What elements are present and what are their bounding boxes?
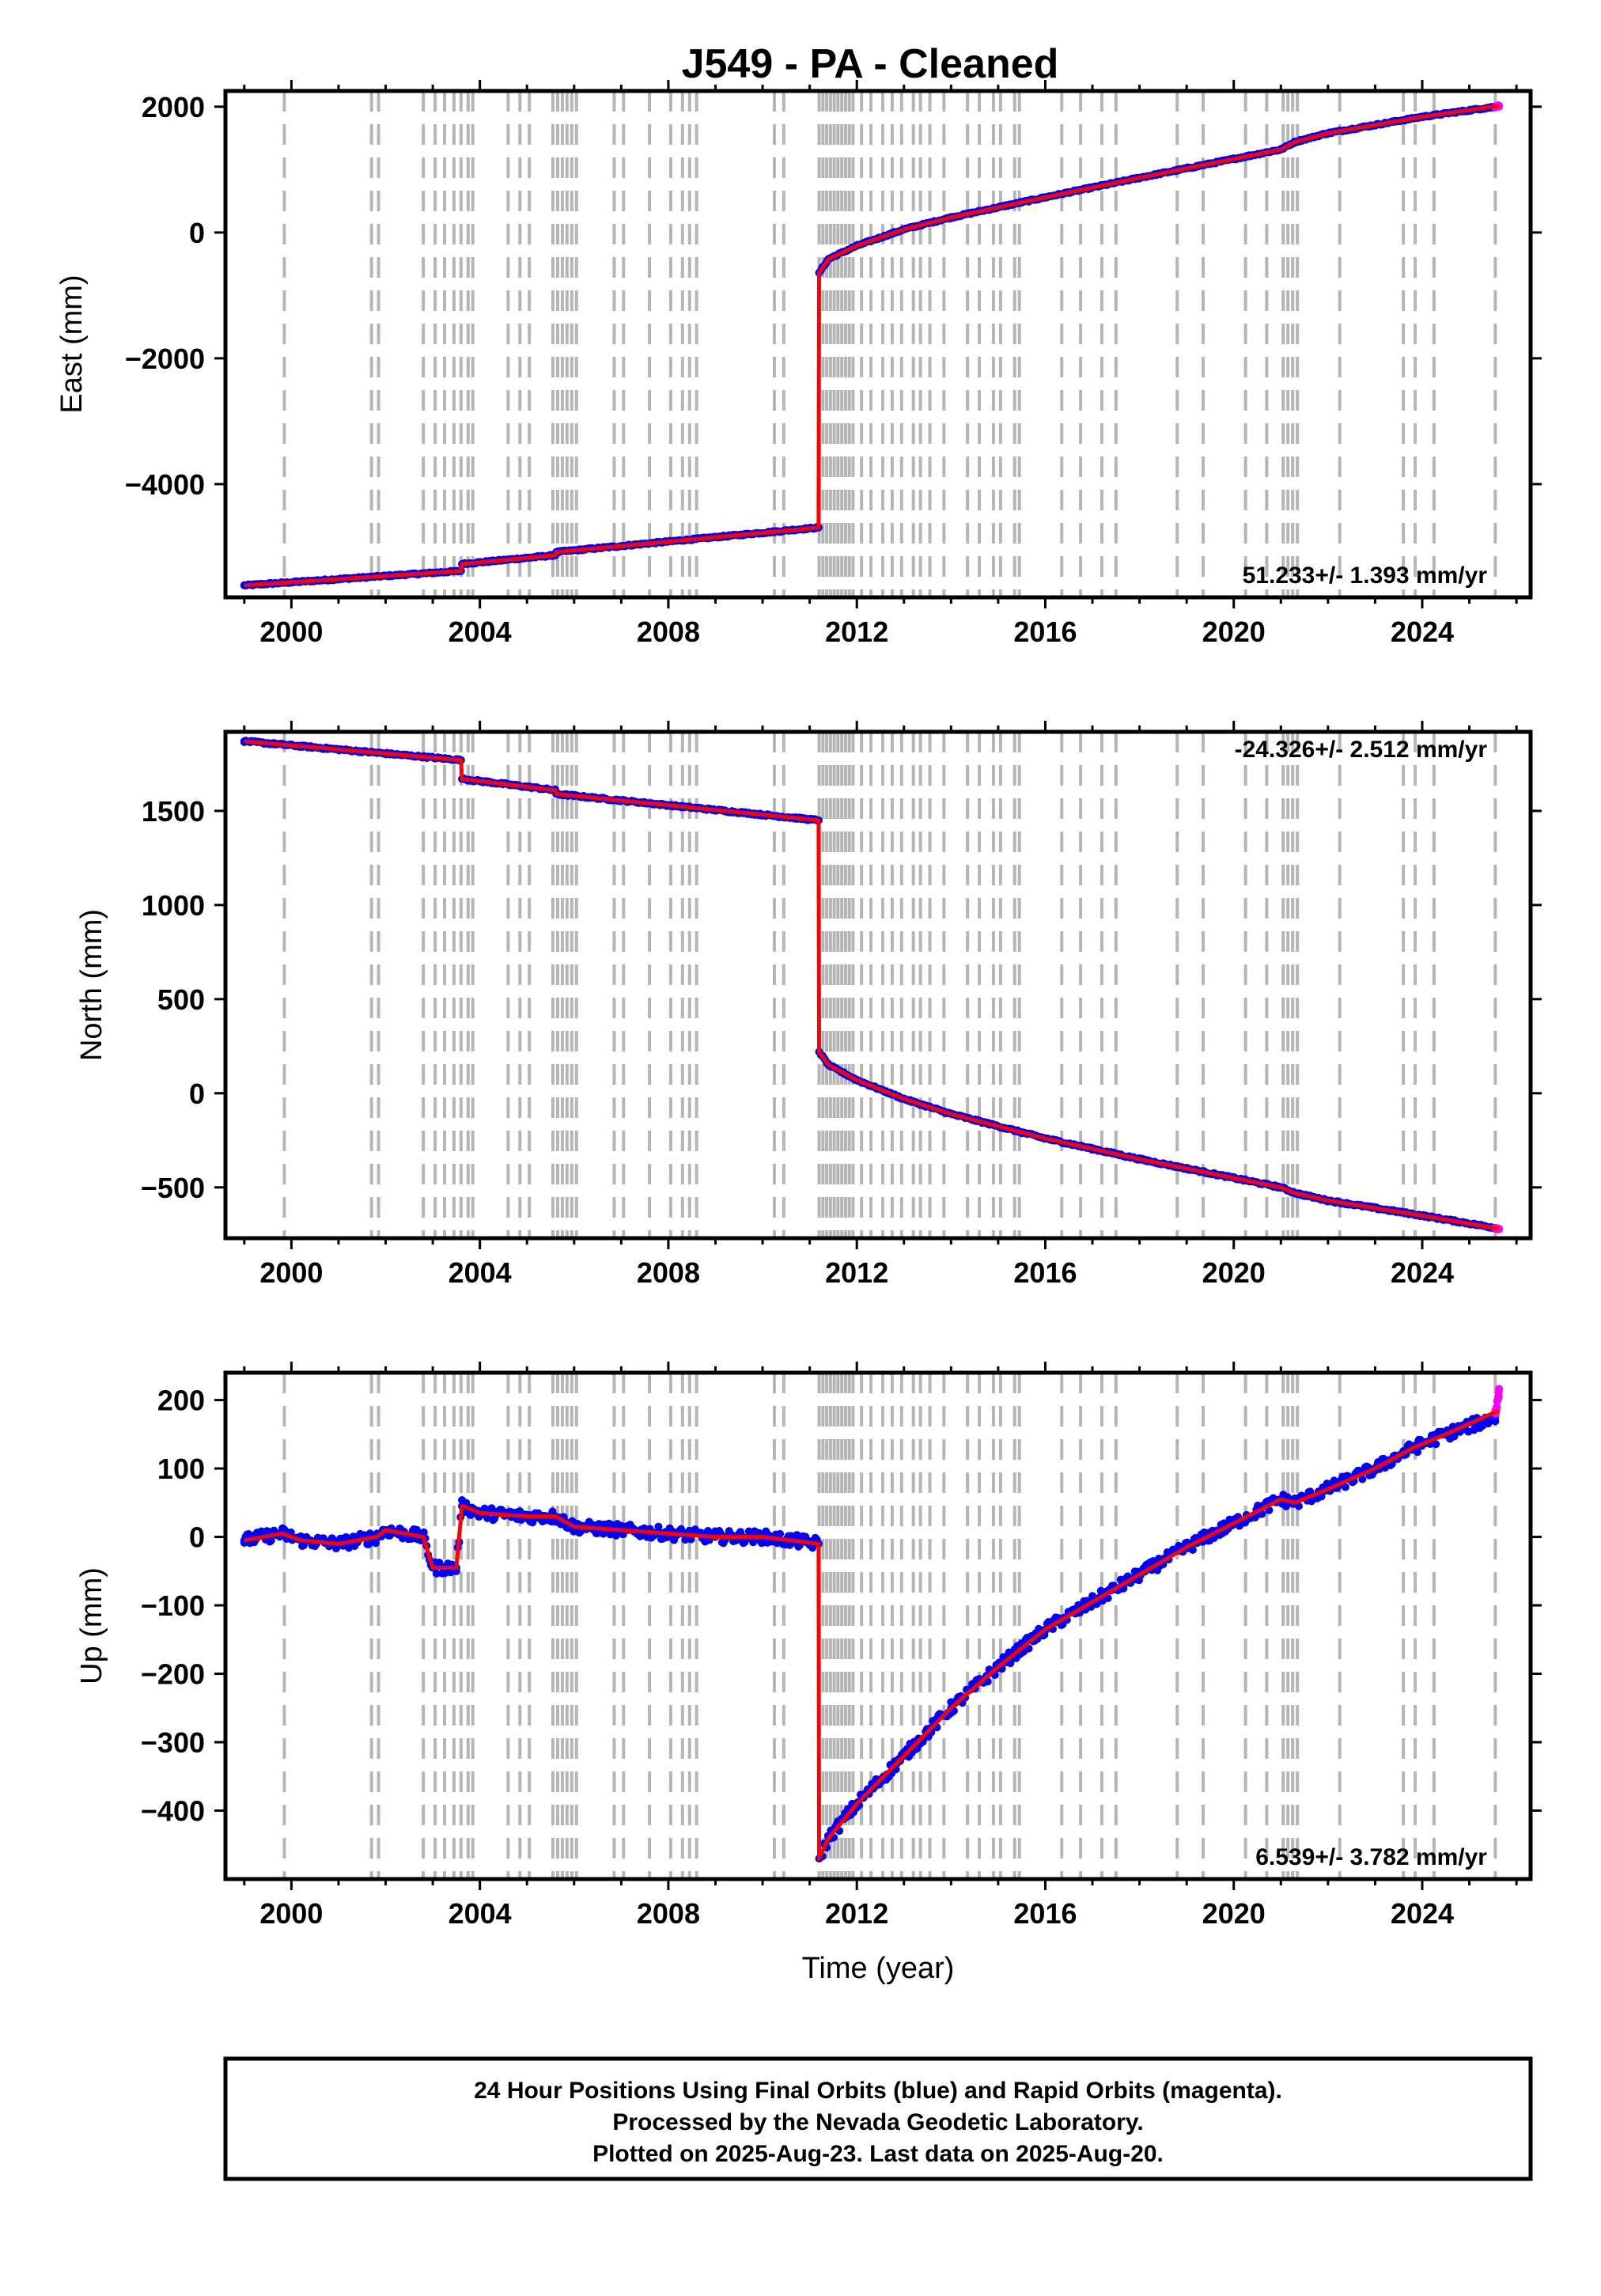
- data-point: [432, 1569, 441, 1578]
- north-panel: 2000 2004 2008 2012 2016 2020 2024 1500 1000 500 0…: [75, 721, 1542, 1289]
- footer-line-3: Plotted on 2025-Aug-23. Last data on 202…: [592, 2141, 1164, 2167]
- data-point: [1358, 1475, 1367, 1483]
- y-tick-label: 0: [189, 217, 205, 249]
- y-tick-label: −500: [141, 1172, 205, 1204]
- y-tick-label: −100: [141, 1589, 205, 1622]
- y-axis-label: Up (mm): [75, 1567, 108, 1684]
- x-tick-label: 2012: [825, 616, 888, 648]
- x-tick-label: 2012: [825, 1256, 888, 1289]
- data-point: [611, 1531, 620, 1540]
- data-point: [1294, 1502, 1303, 1510]
- series-group: [240, 101, 1504, 590]
- data-point: [372, 1539, 380, 1548]
- data-point: [1495, 1385, 1504, 1393]
- series-group: [240, 737, 1504, 1233]
- up-panel: 2000 2004 2008 2012 2016 2020 2024 200 100 0 −100 −…: [75, 1362, 1542, 1985]
- velocity-label: -24.326+/- 2.512 mm/yr: [1235, 737, 1488, 763]
- x-tick-label: 2016: [1013, 1897, 1077, 1930]
- y-tick-label: −400: [141, 1795, 205, 1828]
- x-tick-label: 2008: [637, 616, 700, 648]
- footer-box: 24 Hour Positions Using Final Orbits (bl…: [223, 2056, 1533, 2181]
- data-point: [1188, 1545, 1197, 1554]
- data-point: [1341, 1483, 1349, 1491]
- y-axis-label: East (mm): [55, 275, 89, 413]
- data-point: [419, 1528, 428, 1536]
- x-tick-label: 2000: [259, 1256, 323, 1289]
- y-tick-label: 2000: [142, 91, 205, 123]
- x-tick-label: 2024: [1391, 1897, 1454, 1930]
- footer-line-2: Processed by the Nevada Geodetic Laborat…: [612, 2109, 1143, 2135]
- y-tick-label: 500: [157, 983, 205, 1016]
- x-tick-label: 2016: [1013, 616, 1077, 648]
- data-point: [619, 1530, 627, 1539]
- footer-line-1: 24 Hour Positions Using Final Orbits (bl…: [474, 2078, 1282, 2104]
- y-tick-label: −200: [141, 1658, 205, 1691]
- x-tick-label: 2000: [259, 616, 323, 648]
- y-tick-label: 1500: [142, 795, 205, 828]
- y-tick-label: −2000: [125, 343, 205, 375]
- series-group: [240, 1385, 1504, 1863]
- x-tick-label: 2020: [1202, 1256, 1266, 1289]
- x-tick-label: 2012: [825, 1897, 888, 1930]
- event-lines: [282, 732, 1497, 1238]
- x-tick-label: 2020: [1202, 616, 1266, 648]
- x-tick-label: 2004: [449, 1256, 512, 1289]
- y-tick-label: 0: [189, 1521, 205, 1554]
- x-tick-label: 2008: [637, 1897, 700, 1930]
- y-tick-label: 1000: [142, 889, 205, 922]
- model-line: [244, 739, 1500, 1231]
- plot-frame: [223, 89, 1533, 600]
- event-lines: [282, 91, 1497, 597]
- y-tick-label: 0: [189, 1078, 205, 1110]
- data-point: [487, 1504, 496, 1513]
- x-tick-label: 2024: [1391, 1256, 1454, 1289]
- velocity-label: 6.539+/- 3.782 mm/yr: [1255, 1844, 1487, 1870]
- data-point: [1432, 1440, 1440, 1449]
- y-tick-label: 200: [157, 1385, 205, 1417]
- x-tick-label: 2016: [1013, 1256, 1077, 1289]
- x-tick-label: 2020: [1202, 1897, 1266, 1930]
- x-tick-label: 2004: [449, 616, 512, 648]
- figure-title: J549 - PA - Cleaned: [682, 41, 1059, 87]
- data-point: [1491, 1417, 1500, 1426]
- x-tick-label: 2004: [449, 1897, 512, 1930]
- y-axis-label: North (mm): [75, 909, 108, 1061]
- y-tick-label: −4000: [125, 468, 205, 501]
- x-tick-label: 2008: [637, 1256, 700, 1289]
- data-point: [776, 1529, 785, 1538]
- plot-frame: [223, 729, 1533, 1241]
- x-axis-label: Time (year): [802, 1952, 955, 1985]
- event-lines: [282, 1373, 1497, 1879]
- velocity-label: 51.233+/- 1.393 mm/yr: [1243, 563, 1488, 589]
- data-point: [744, 1527, 753, 1536]
- data-point: [808, 1544, 817, 1552]
- data-point: [1494, 1392, 1503, 1401]
- y-tick-label: 100: [157, 1453, 205, 1485]
- data-point: [1493, 1403, 1501, 1411]
- model-line: [244, 1408, 1501, 1861]
- x-tick-label: 2024: [1391, 616, 1454, 648]
- model-line: [244, 104, 1500, 588]
- data-point: [548, 1507, 557, 1516]
- x-tick-label: 2000: [259, 1897, 323, 1930]
- y-tick-label: −300: [141, 1726, 205, 1759]
- footer-frame: [223, 2056, 1533, 2181]
- plot-frame: [223, 1370, 1533, 1881]
- data-point: [1414, 1448, 1422, 1457]
- east-panel: 2000 2004 2008 2012 2016 2020 2024 2000 0 −2000 −4…: [55, 80, 1542, 648]
